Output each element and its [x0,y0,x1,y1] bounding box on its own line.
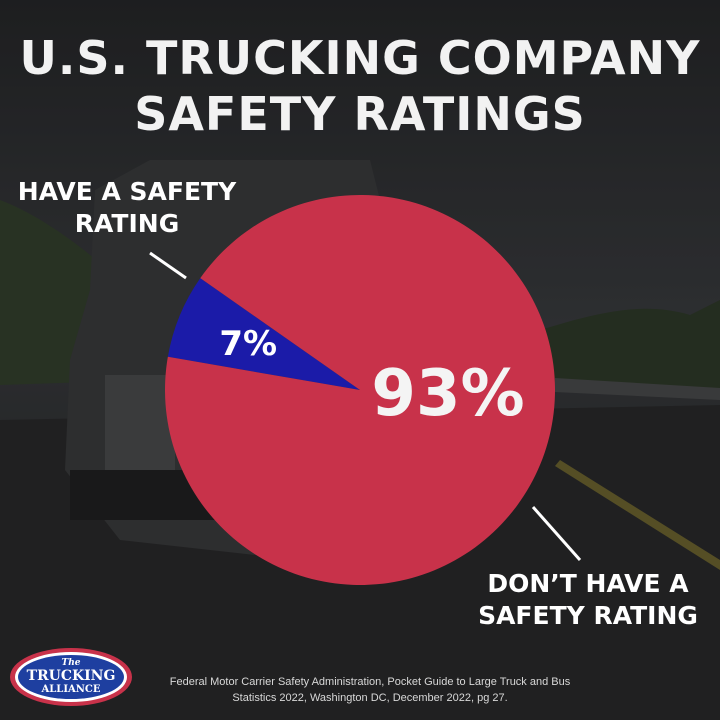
background-trees [540,300,720,390]
background-truck-grille [105,375,175,470]
pie-slice-no-rating [165,194,556,585]
background-road-line [555,460,720,570]
callout-no-rating-line2: SAFETY RATING [478,601,698,630]
callout-have-rating-line1: HAVE A SAFETY [17,177,237,206]
slice-label-rated: 7% [219,324,277,364]
logo-text-trucking: TRUCKING [27,668,116,684]
logo-text-alliance: ALLIANCE [41,684,101,695]
callout-have-rating: HAVE A SAFETY RATING [12,176,242,240]
logo-inner-blue [18,655,124,699]
pie-slice-have-rating [167,278,360,390]
slice-label-unrated: 93% [371,357,524,431]
callout-no-rating: DON’T HAVE A SAFETY RATING [470,568,706,632]
trucking-alliance-logo: The TRUCKING ALLIANCE [10,648,132,706]
chart-title-line1: U.S. TRUCKING COMPANY [19,31,701,85]
callout-line-unrated [531,506,582,561]
source-citation: Federal Motor Carrier Safety Administrat… [160,674,580,706]
callout-have-rating-line2: RATING [74,209,180,238]
logo-text-the: The [62,658,81,668]
chart-title-line2: SAFETY RATINGS [134,87,586,141]
source-line1: Federal Motor Carrier Safety Administrat… [169,676,571,688]
callout-line-rated [149,251,187,280]
source-line2: Statistics 2022, Washington DC, December… [232,692,508,704]
callout-no-rating-line1: DON’T HAVE A [487,569,689,598]
background-guardrail [555,378,720,400]
pie-chart [165,194,556,585]
